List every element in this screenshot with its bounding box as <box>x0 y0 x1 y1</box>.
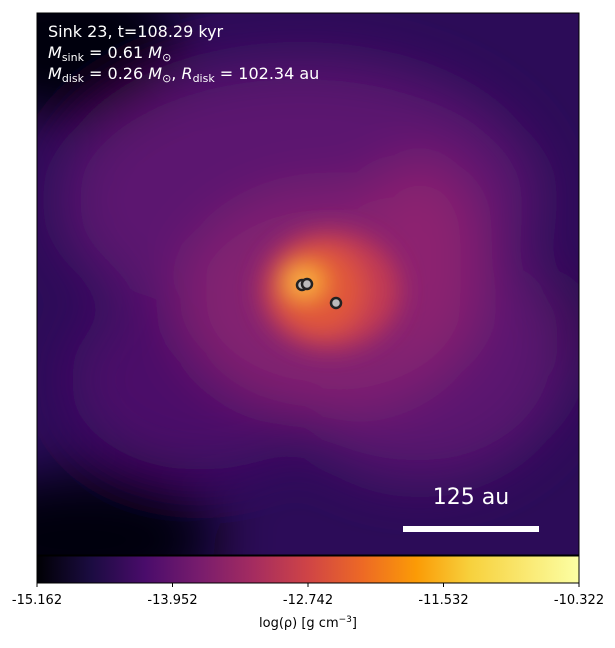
subscript: disk <box>193 72 216 85</box>
subscript: ⊙ <box>162 51 171 64</box>
superscript: −3 <box>339 615 352 625</box>
separator: , <box>171 64 181 83</box>
sink-particle <box>329 296 343 310</box>
density-image: Sink 23, t=108.29 kyr Msink = 0.61 M⊙ Md… <box>37 13 579 555</box>
image-frame <box>36 12 580 556</box>
symbol: M <box>48 64 62 83</box>
label-text: ] <box>352 616 357 631</box>
annotation-line: Msink = 0.61 M⊙ <box>48 43 171 64</box>
value: = 102.34 au <box>215 64 320 83</box>
symbol: R <box>181 64 192 83</box>
symbol: M <box>48 43 62 62</box>
value: = 0.26 <box>84 64 148 83</box>
annotation-line: Sink 23, t=108.29 kyr <box>48 22 224 41</box>
colorbar-tick-label: -12.742 <box>283 593 333 608</box>
label-text: log(ρ) [g cm <box>259 616 339 631</box>
scale-bar <box>403 526 539 532</box>
scale-bar-label: 125 au <box>433 485 509 510</box>
subscript: sink <box>62 51 85 64</box>
unit: M <box>148 64 162 83</box>
unit: M <box>148 43 162 62</box>
colorbar-tick-label: -15.162 <box>12 593 62 608</box>
colorbar-tick-label: -13.952 <box>147 593 197 608</box>
annotation-line: Mdisk = 0.26 M⊙, Rdisk = 102.34 au <box>48 64 319 85</box>
colorbar-tick-label: -11.532 <box>418 593 468 608</box>
value: = 0.61 <box>84 43 148 62</box>
subscript: disk <box>62 72 85 85</box>
subscript: ⊙ <box>162 72 171 85</box>
colorbar <box>36 555 580 584</box>
sink-particle <box>300 277 314 291</box>
colorbar-label: log(ρ) [g cm−3] <box>259 615 357 631</box>
colorbar-tick-label: -10.322 <box>554 593 604 608</box>
